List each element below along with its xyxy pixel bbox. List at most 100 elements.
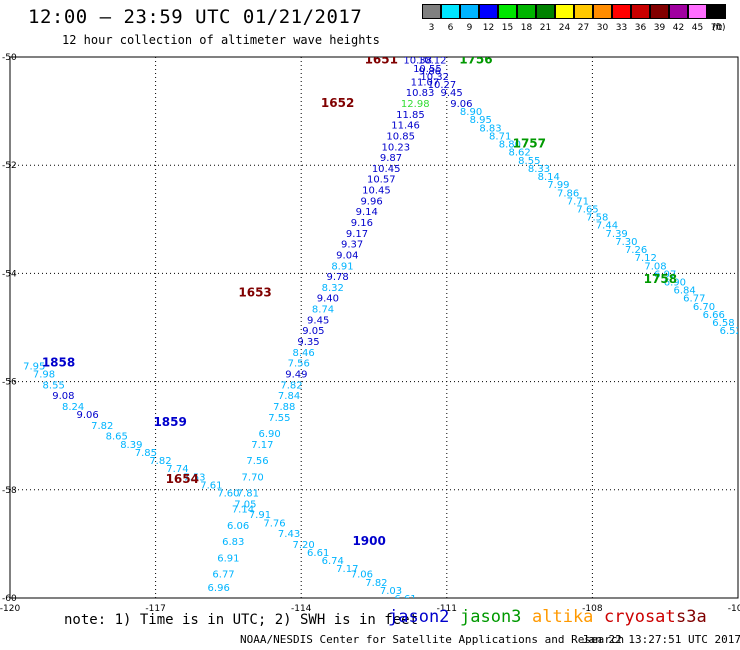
swh-point: 9.96 xyxy=(360,196,382,207)
swh-point: 6.90 xyxy=(259,429,281,440)
swh-point: 7.03 xyxy=(380,586,402,597)
scale-swatch xyxy=(422,4,441,19)
swh-point: 9.04 xyxy=(336,250,358,261)
swh-point: 6.06 xyxy=(227,521,249,532)
swh-point: 7.06 xyxy=(351,570,373,581)
scale-swatch xyxy=(612,4,631,19)
swh-point: 9.05 xyxy=(302,326,324,337)
swh-point: 9.14 xyxy=(356,207,378,218)
scale-label: 39 xyxy=(653,23,666,33)
swh-point: 10.57 xyxy=(367,175,396,186)
y-tick-label: -54 xyxy=(2,269,17,279)
swh-point: 11.07 xyxy=(411,77,440,88)
scale-label: 42 xyxy=(672,23,685,33)
swh-point: 9.17 xyxy=(346,229,368,240)
swh-point: 7.39 xyxy=(606,229,628,240)
swh-point: 9.37 xyxy=(341,240,363,251)
swh-point: 10.23 xyxy=(382,142,411,153)
swh-point: 9.06 xyxy=(77,410,99,421)
swh-point: 7.08 xyxy=(644,261,666,272)
plot-frame xyxy=(9,56,739,599)
swh-point: 6.77 xyxy=(212,570,234,581)
scale-label: 45 xyxy=(691,23,704,33)
swh-point: 6.58 xyxy=(712,318,734,329)
swh-point: 7.88 xyxy=(273,402,295,413)
scale-label: 70 xyxy=(710,23,723,33)
swh-point: 6.77 xyxy=(683,294,705,305)
time-stamp: 1758 xyxy=(644,272,677,286)
chart-title: 12:00 — 23:59 UTC 01/21/2017 xyxy=(28,6,363,28)
time-stamp: 1654 xyxy=(166,472,199,486)
footer-timestamp: Jan 22 13:27:51 UTC 2017 xyxy=(582,633,740,646)
swh-point: 6.90 xyxy=(664,278,686,289)
swh-point: 6.96 xyxy=(208,583,230,594)
x-tick-label: -120 xyxy=(0,604,20,614)
swh-point: 7.82 xyxy=(149,456,171,467)
y-tick-label: -50 xyxy=(2,53,17,63)
swh-point: 7.30 xyxy=(615,237,637,248)
x-tick-label: -117 xyxy=(145,604,165,614)
swh-point: 10.85 xyxy=(386,131,415,142)
swh-point: 7.65 xyxy=(576,204,598,215)
swh-point: 7.74 xyxy=(166,464,188,475)
legend-s3a: s3a xyxy=(676,607,707,627)
swh-point: 12.98 xyxy=(401,99,430,110)
swh-point: 7.82 xyxy=(280,380,302,391)
swh-point: 9.86 xyxy=(419,67,441,78)
scale-label: 27 xyxy=(577,23,590,33)
swh-point: 8.14 xyxy=(538,172,560,183)
swh-point: 8.62 xyxy=(508,148,530,159)
swh-point: 10.45 xyxy=(362,186,391,197)
swh-point: 9.08 xyxy=(52,391,74,402)
swh-point: 7.84 xyxy=(278,391,300,402)
swh-point: 8.91 xyxy=(331,261,353,272)
scale-swatch xyxy=(517,4,536,19)
swh-point: 7.99 xyxy=(547,180,569,191)
scale-unit: (ft) xyxy=(712,23,726,33)
swh-point: 7.26 xyxy=(625,245,647,256)
footer-credit: NOAA/NESDIS Center for Satellite Applica… xyxy=(240,633,625,646)
time-stamp: 1653 xyxy=(238,285,271,299)
swh-point: 6.84 xyxy=(673,286,695,297)
scale-swatch xyxy=(536,4,555,19)
y-tick-label: -60 xyxy=(2,594,17,604)
scale-swatch xyxy=(574,4,593,19)
swh-point: 6.83 xyxy=(222,537,244,548)
swh-point: 7.14 xyxy=(232,505,254,516)
swh-point: 7.71 xyxy=(567,196,589,207)
time-stamp: 1757 xyxy=(513,137,546,151)
scale-label: 30 xyxy=(596,23,609,33)
swh-point: 8.90 xyxy=(460,107,482,118)
time-stamp: 1858 xyxy=(42,356,75,370)
scale-swatch xyxy=(555,4,574,19)
swh-point: 7.58 xyxy=(586,213,608,224)
swh-point: 7.20 xyxy=(292,540,314,551)
swh-point: 9.16 xyxy=(351,218,373,229)
swh-point: 8.71 xyxy=(489,131,511,142)
scale-label: 12 xyxy=(482,23,495,33)
swh-point: 6.61 xyxy=(307,548,329,559)
swh-point: 9.35 xyxy=(297,337,319,348)
swh-point: 8.46 xyxy=(292,348,314,359)
scale-label: 36 xyxy=(634,23,647,33)
swh-point: 9.40 xyxy=(317,294,339,305)
swh-point: 7.61 xyxy=(200,480,222,491)
swh-point: 8.65 xyxy=(106,432,128,443)
scale-label: 9 xyxy=(466,23,473,33)
swh-point: 9.45 xyxy=(307,315,329,326)
swh-point: 7.82 xyxy=(365,578,387,589)
swh-point: 7.17 xyxy=(251,440,273,451)
chart-subtitle: 12 hour collection of altimeter wave hei… xyxy=(62,33,380,47)
legend-jason2: jason2 xyxy=(388,607,450,627)
swh-point: 7.81 xyxy=(237,489,259,500)
swh-point: 7.76 xyxy=(263,518,285,529)
time-stamp: 1651 xyxy=(365,53,398,67)
swh-point: 8.24 xyxy=(62,402,84,413)
swh-point: 7.70 xyxy=(242,472,264,483)
swh-point: 9.49 xyxy=(285,369,307,380)
scale-label: 21 xyxy=(539,23,552,33)
swh-point: 6.61 xyxy=(394,594,416,605)
swh-point: 8.39 xyxy=(120,440,142,451)
swh-point: 7.43 xyxy=(278,529,300,540)
swh-point: 7.44 xyxy=(596,221,618,232)
